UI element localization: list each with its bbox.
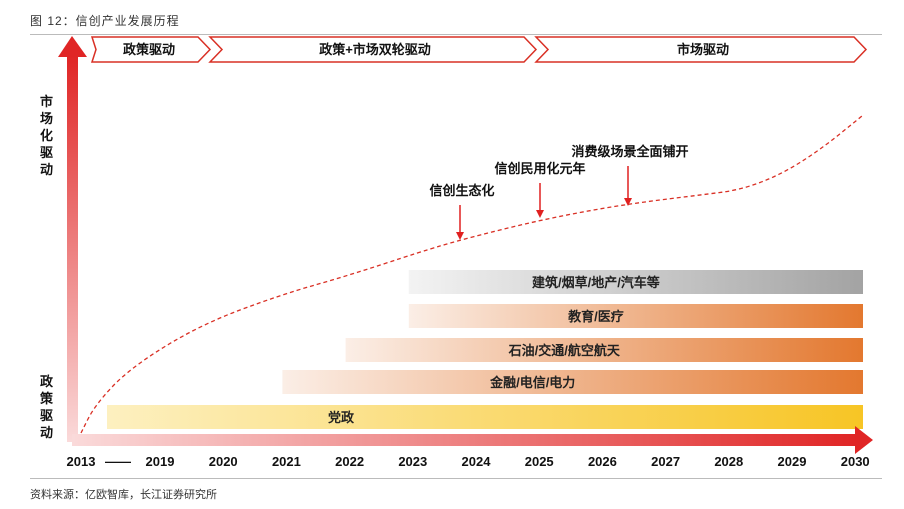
milestone-label: 消费级场景全面铺开 [571,144,688,159]
industry-bar-label: 建筑/烟草/地产/汽车等 [532,275,660,290]
phase-chevron [534,36,868,63]
industry-bar-label: 石油/交通/航空航天 [508,343,621,358]
industry-bar-label: 金融/电信/电力 [489,375,575,390]
x-tick-label: 2025 [525,454,554,469]
milestone-arrowhead [456,232,464,240]
growth-curve [80,115,863,434]
milestone-arrowhead [536,210,544,218]
source-note: 资料来源：亿欧智库，长江证券研究所 [30,489,217,501]
axes [58,36,873,454]
y-axis-label-bottom: 政策驱动 [40,374,54,440]
x-tick-label: 2027 [651,454,680,469]
phase-label: 市场驱动 [677,42,729,57]
x-tick-label: —— [105,454,131,469]
phase-chevron [90,36,212,63]
phase-label: 政策驱动 [123,42,175,57]
x-axis-arrow-shaft [72,434,859,446]
y-axis-arrowhead [58,36,87,57]
x-tick-label: 2026 [588,454,617,469]
phase-chevron [208,36,538,63]
top-rule [30,34,882,35]
industry-bar-label: 教育/医疗 [567,309,624,324]
industry-bars: 党政 金融/电信/电力 石油/交通/航空航天 教育/医疗 建筑/烟草/地产/汽车等 [107,270,864,429]
x-tick-label: 2021 [272,454,301,469]
x-tick-label: 2030 [841,454,870,469]
industry-bar [408,304,863,328]
industry-bar [345,338,864,362]
y-axis-label-top: 市场化驱动 [40,94,54,177]
x-tick-label: 2022 [335,454,364,469]
milestone-label: 信创生态化 [429,183,494,198]
industry-bar [408,270,863,294]
milestone-arrowhead [624,198,632,206]
x-tick-label: 2013 [67,454,96,469]
industry-bar [107,405,863,429]
figure-title: 图 12：信创产业发展历程 [30,14,180,28]
x-tick-label: 2020 [209,454,238,469]
milestone-label: 信创民用化元年 [494,161,585,176]
y-axis-arrow-shaft [67,55,78,442]
x-tick-label: 2029 [778,454,807,469]
industry-bar [282,370,863,394]
x-tick-label: 2028 [714,454,743,469]
x-axis-arrowhead [855,426,873,454]
phase-label: 政策+市场双轮驱动 [319,42,431,57]
x-tick-label: 2019 [146,454,175,469]
x-tick-label: 2023 [398,454,427,469]
industry-bar-label: 党政 [328,410,355,425]
x-tick-label: 2024 [462,454,492,469]
bottom-rule [30,478,882,479]
x-axis-tick-labels: 2013 —— 2019 2020 2021 2022 2023 2024 2025 2026 20… [67,454,870,469]
phase-banner: 政策驱动 政策+市场双轮驱动 市场驱动 [90,36,868,63]
